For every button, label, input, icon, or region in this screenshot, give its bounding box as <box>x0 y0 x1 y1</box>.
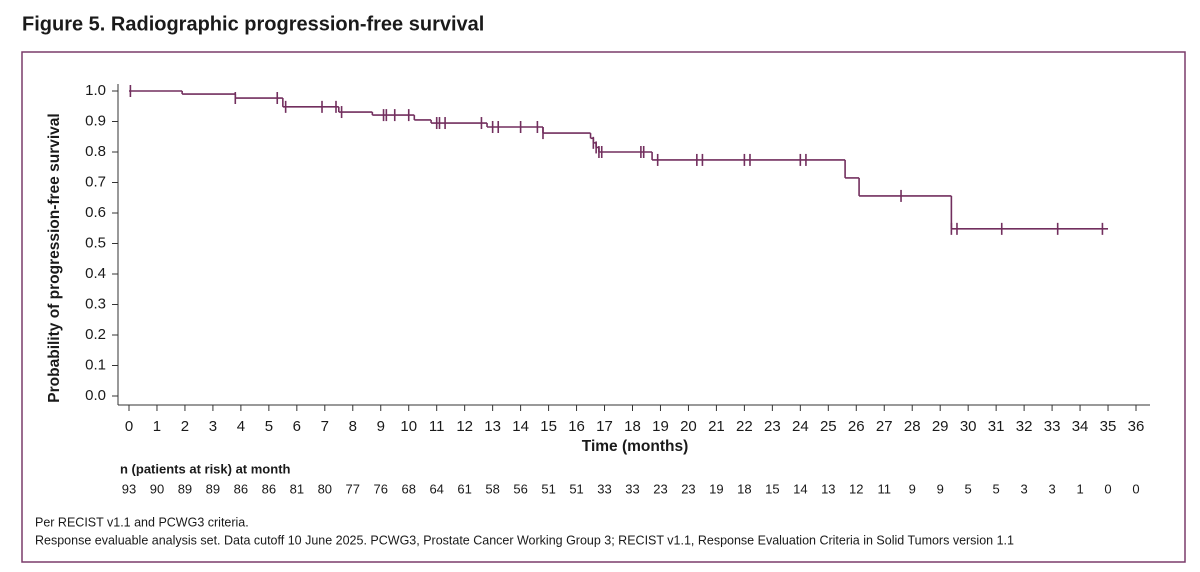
x-tick-label: 34 <box>1072 418 1089 435</box>
at-risk-count: 80 <box>318 481 332 496</box>
at-risk-count: 9 <box>909 481 916 496</box>
x-tick-label: 23 <box>764 418 781 435</box>
at-risk-count: 61 <box>457 481 471 496</box>
x-tick-label: 5 <box>265 418 273 435</box>
at-risk-count: 33 <box>597 481 611 496</box>
y-tick-label: 0.4 <box>85 265 106 282</box>
x-tick-label: 9 <box>377 418 385 435</box>
at-risk-count: 77 <box>346 481 360 496</box>
footnote: Response evaluable analysis set. Data cu… <box>35 533 1014 547</box>
at-risk-count: 89 <box>206 481 220 496</box>
x-tick-label: 32 <box>1016 418 1033 435</box>
x-tick-label: 24 <box>792 418 809 435</box>
y-tick-label: 0.0 <box>85 387 106 404</box>
at-risk-count: 93 <box>122 481 136 496</box>
y-tick-label: 0.3 <box>85 295 106 312</box>
at-risk-count: 12 <box>849 481 863 496</box>
x-tick-label: 16 <box>568 418 585 435</box>
x-tick-label: 26 <box>848 418 865 435</box>
x-tick-label: 15 <box>540 418 557 435</box>
at-risk-count: 13 <box>821 481 835 496</box>
x-tick-label: 21 <box>708 418 725 435</box>
at-risk-count: 3 <box>1048 481 1055 496</box>
x-tick-label: 13 <box>484 418 501 435</box>
footnote: Per RECIST v1.1 and PCWG3 criteria. <box>35 515 249 529</box>
at-risk-count: 58 <box>485 481 499 496</box>
x-tick-label: 1 <box>153 418 161 435</box>
x-tick-label: 12 <box>456 418 473 435</box>
y-tick-label: 0.6 <box>85 204 106 221</box>
y-tick-label: 0.9 <box>85 112 106 129</box>
at-risk-count: 18 <box>737 481 751 496</box>
frame <box>21 51 1186 563</box>
x-tick-label: 28 <box>904 418 921 435</box>
x-tick-label: 2 <box>181 418 189 435</box>
x-tick-label: 11 <box>429 418 445 435</box>
x-tick-label: 35 <box>1100 418 1117 435</box>
x-tick-label: 18 <box>624 418 641 435</box>
at-risk-count: 19 <box>709 481 723 496</box>
x-tick-label: 8 <box>349 418 357 435</box>
at-risk-count: 86 <box>234 481 248 496</box>
at-risk-count: 51 <box>541 481 555 496</box>
at-risk-count: 23 <box>681 481 695 496</box>
at-risk-count: 9 <box>937 481 944 496</box>
y-tick-label: 0.8 <box>85 143 106 160</box>
x-tick-label: 6 <box>293 418 301 435</box>
chart-title: Figure 5. Radiographic progression-free … <box>22 13 484 35</box>
at-risk-count: 33 <box>625 481 639 496</box>
x-tick-label: 7 <box>321 418 329 435</box>
x-axis-label: Time (months) <box>582 438 689 455</box>
x-tick-label: 20 <box>680 418 697 435</box>
y-tick-label: 0.7 <box>85 173 106 190</box>
at-risk-count: 23 <box>653 481 667 496</box>
at-risk-count: 5 <box>993 481 1000 496</box>
y-tick-label: 0.5 <box>85 234 106 251</box>
at-risk-count: 64 <box>429 481 443 496</box>
at-risk-count: 0 <box>1104 481 1111 496</box>
at-risk-count: 90 <box>150 481 164 496</box>
x-tick-label: 31 <box>988 418 1005 435</box>
at-risk-count: 1 <box>1076 481 1083 496</box>
at-risk-count: 3 <box>1020 481 1027 496</box>
at-risk-count: 14 <box>793 481 807 496</box>
x-tick-label: 22 <box>736 418 753 435</box>
x-tick-label: 29 <box>932 418 949 435</box>
y-tick-label: 0.2 <box>85 326 106 343</box>
x-tick-label: 19 <box>652 418 669 435</box>
x-tick-label: 33 <box>1044 418 1061 435</box>
at-risk-count: 81 <box>290 481 304 496</box>
x-tick-label: 36 <box>1128 418 1145 435</box>
x-tick-label: 0 <box>125 418 133 435</box>
x-tick-label: 14 <box>512 418 529 435</box>
at-risk-count: 68 <box>401 481 415 496</box>
y-tick-label: 0.1 <box>85 356 106 373</box>
at-risk-count: 56 <box>513 481 527 496</box>
x-tick-label: 10 <box>400 418 417 435</box>
x-tick-label: 25 <box>820 418 837 435</box>
at-risk-count: 0 <box>1132 481 1139 496</box>
x-tick-label: 4 <box>237 418 245 435</box>
x-tick-label: 27 <box>876 418 893 435</box>
at-risk-count: 86 <box>262 481 276 496</box>
x-tick-label: 30 <box>960 418 977 435</box>
at-risk-count: 89 <box>178 481 192 496</box>
at-risk-count: 15 <box>765 481 779 496</box>
x-tick-label: 17 <box>596 418 613 435</box>
y-tick-label: 1.0 <box>85 82 106 99</box>
at-risk-count: 51 <box>569 481 583 496</box>
y-axis-label: Probability of progression-free survival <box>46 113 63 402</box>
at-risk-count: 5 <box>965 481 972 496</box>
at-risk-count: 76 <box>374 481 388 496</box>
x-tick-label: 3 <box>209 418 217 435</box>
at-risk-title: n (patients at risk) at month <box>120 461 291 476</box>
at-risk-count: 11 <box>878 481 892 496</box>
